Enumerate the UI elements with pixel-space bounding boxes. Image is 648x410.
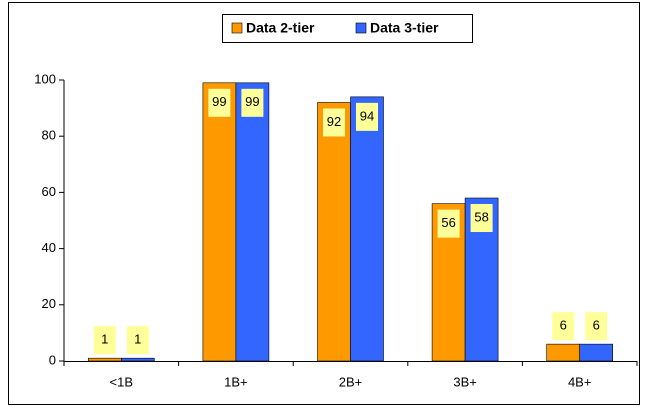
x-tick-label: <1B bbox=[110, 374, 134, 389]
y-tick-label: 40 bbox=[42, 240, 56, 255]
x-tick-label: 1B+ bbox=[224, 374, 248, 389]
data-label: 99 bbox=[212, 94, 226, 109]
bar bbox=[317, 102, 351, 362]
bar bbox=[121, 357, 155, 362]
data-label-box bbox=[356, 102, 378, 131]
bar bbox=[546, 343, 581, 362]
bar bbox=[235, 82, 270, 362]
data-label-box bbox=[208, 88, 231, 117]
bar bbox=[88, 357, 122, 362]
data-label: 56 bbox=[441, 215, 455, 230]
legend-box bbox=[222, 14, 473, 43]
x-tick-label: 4B+ bbox=[568, 374, 592, 389]
data-label: 92 bbox=[327, 114, 341, 129]
legend: Data 2-tier Data 3-tier bbox=[222, 14, 473, 43]
data-label-box bbox=[585, 312, 608, 341]
data-label-box bbox=[470, 204, 493, 233]
x-tick-label: 3B+ bbox=[453, 374, 477, 389]
legend-swatch bbox=[355, 22, 367, 34]
data-label: 6 bbox=[560, 318, 567, 333]
data-label-box bbox=[241, 88, 264, 117]
data-label-box bbox=[323, 108, 345, 137]
data-label: 1 bbox=[101, 332, 108, 347]
legend-label: Data 2-tier bbox=[246, 20, 315, 36]
data-label: 1 bbox=[134, 332, 141, 347]
data-label: 6 bbox=[593, 318, 600, 333]
data-label: 99 bbox=[245, 94, 259, 109]
bar bbox=[202, 82, 237, 362]
data-label-box bbox=[93, 326, 116, 355]
y-tick-label: 60 bbox=[42, 184, 56, 199]
bar bbox=[350, 96, 384, 362]
legend-swatch bbox=[231, 22, 243, 34]
bar bbox=[579, 343, 614, 362]
y-tick-label: 0 bbox=[49, 352, 56, 367]
data-label: 58 bbox=[474, 209, 488, 224]
data-label-box bbox=[126, 326, 149, 355]
x-tick-label: 2B+ bbox=[339, 374, 363, 389]
data-label-box bbox=[437, 209, 460, 238]
y-tick-label: 20 bbox=[42, 296, 56, 311]
data-label: 94 bbox=[360, 108, 374, 123]
data-label-box bbox=[552, 312, 575, 341]
y-tick-label: 80 bbox=[42, 128, 56, 143]
y-tick-label: 100 bbox=[34, 71, 56, 86]
legend-label: Data 3-tier bbox=[370, 20, 439, 36]
